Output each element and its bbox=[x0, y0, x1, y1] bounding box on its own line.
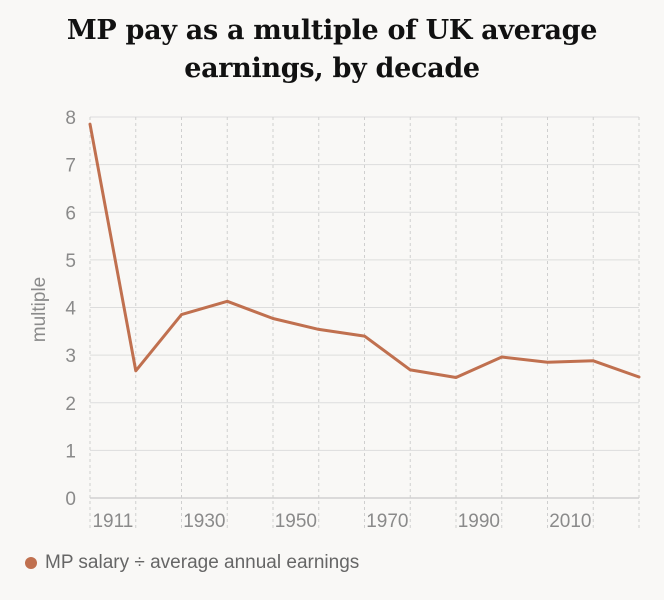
x-tick-label: 1930 bbox=[183, 511, 225, 532]
vertical-gridlines bbox=[89, 117, 640, 528]
y-tick-label: 4 bbox=[65, 299, 76, 320]
horizontal-gridlines bbox=[90, 116, 639, 499]
y-axis-ticks: 0 1 2 3 4 5 6 7 8 bbox=[65, 108, 76, 510]
y-tick-label: 3 bbox=[65, 346, 76, 367]
legend-label: MP salary ÷ average annual earnings bbox=[45, 552, 360, 573]
series-layer bbox=[88, 122, 641, 379]
y-tick-label: 8 bbox=[65, 108, 76, 129]
y-tick-label: 6 bbox=[65, 203, 76, 224]
y-tick-label: 5 bbox=[65, 251, 76, 272]
chart-title-line-2: earnings, by decade bbox=[184, 53, 480, 84]
x-tick-label: 1950 bbox=[275, 511, 317, 532]
x-tick-label: 1911 bbox=[92, 511, 133, 532]
x-axis-ticks: 1911 1930 1950 1970 1990 2010 bbox=[92, 511, 591, 532]
x-tick-label: 2010 bbox=[549, 511, 591, 532]
y-axis-title: multiple bbox=[29, 277, 50, 342]
x-tick-label: 1970 bbox=[366, 511, 408, 532]
y-tick-label: 1 bbox=[65, 441, 76, 462]
series-line-0 bbox=[88, 122, 641, 379]
legend: MP salary ÷ average annual earnings bbox=[25, 552, 359, 574]
y-tick-label: 7 bbox=[65, 156, 76, 177]
chart-title: MP pay as a multiple of UK average earni… bbox=[0, 12, 664, 88]
y-tick-label: 2 bbox=[65, 394, 76, 415]
chart-title-line-1: MP pay as a multiple of UK average bbox=[66, 15, 598, 46]
y-tick-label: 0 bbox=[65, 489, 76, 510]
x-tick-label: 1990 bbox=[458, 511, 500, 532]
legend-marker bbox=[25, 557, 37, 569]
